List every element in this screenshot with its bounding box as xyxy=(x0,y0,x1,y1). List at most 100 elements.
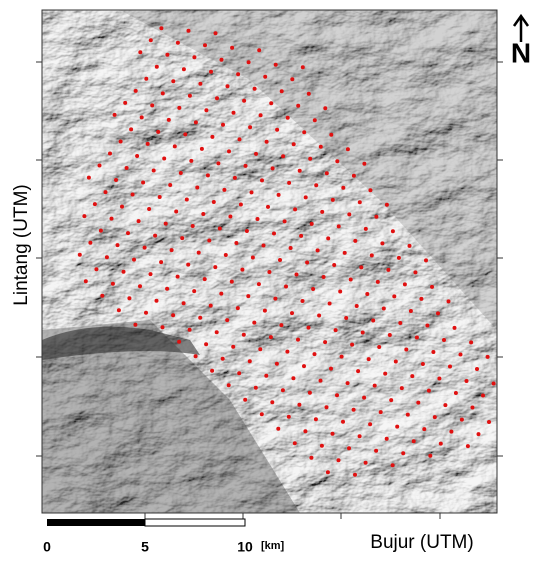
station-point xyxy=(347,446,351,450)
station-point xyxy=(158,195,162,199)
station-point xyxy=(391,229,395,233)
station-point xyxy=(310,222,314,226)
station-point xyxy=(410,374,414,378)
station-point xyxy=(424,258,428,262)
station-point xyxy=(94,267,98,271)
station-point xyxy=(361,331,365,335)
station-point xyxy=(100,294,104,298)
station-point xyxy=(487,420,491,424)
station-point xyxy=(437,377,441,381)
station-point xyxy=(216,161,220,165)
station-point xyxy=(383,372,387,376)
station-point xyxy=(313,118,317,122)
station-point xyxy=(227,383,231,387)
station-point xyxy=(337,458,341,462)
station-point xyxy=(123,101,127,105)
station-point xyxy=(272,232,276,236)
station-point xyxy=(203,277,207,281)
station-point xyxy=(278,258,282,262)
station-point xyxy=(355,304,359,308)
station-point xyxy=(221,357,225,361)
station-point xyxy=(243,398,247,402)
station-point xyxy=(153,234,157,238)
station-point xyxy=(173,144,177,148)
station-point xyxy=(398,321,402,325)
station-point xyxy=(251,256,255,260)
station-point xyxy=(291,376,295,380)
station-point xyxy=(273,297,277,301)
station-point xyxy=(176,275,180,279)
station-point xyxy=(433,415,437,419)
station-point xyxy=(459,353,463,357)
station-point xyxy=(307,92,311,96)
station-point xyxy=(162,157,166,161)
station-point xyxy=(477,432,481,436)
station-point xyxy=(290,77,294,81)
station-point xyxy=(105,255,109,259)
station-point xyxy=(238,137,242,141)
station-point xyxy=(409,309,413,313)
station-point xyxy=(302,364,306,368)
station-point xyxy=(313,352,317,356)
station-point xyxy=(329,133,333,137)
station-point xyxy=(308,391,312,395)
station-point xyxy=(350,343,354,347)
map-figure: Lintang (UTM) Bujur (UTM) 0 5 10 [km] N xyxy=(0,0,542,559)
station-point xyxy=(213,265,217,269)
station-point xyxy=(143,246,147,250)
station-point xyxy=(248,125,252,129)
station-point xyxy=(234,241,238,245)
scale-label: 0 xyxy=(43,539,51,555)
station-point xyxy=(165,53,169,57)
station-point xyxy=(290,311,294,315)
station-point xyxy=(204,342,208,346)
station-point xyxy=(224,253,228,257)
station-point xyxy=(256,217,260,221)
station-point xyxy=(138,284,142,288)
station-point xyxy=(119,140,123,144)
station-point xyxy=(283,219,287,223)
station-point xyxy=(320,210,324,214)
station-point xyxy=(326,470,330,474)
station-point xyxy=(131,193,135,197)
station-point xyxy=(397,256,401,260)
y-axis-label: Lintang (UTM) xyxy=(11,184,32,305)
station-point xyxy=(182,67,186,71)
station-point xyxy=(287,415,291,419)
station-point xyxy=(368,188,372,192)
station-point xyxy=(385,203,389,207)
station-point xyxy=(167,118,171,122)
station-point xyxy=(275,362,279,366)
station-point xyxy=(316,248,320,252)
station-point xyxy=(394,360,398,364)
station-point xyxy=(159,260,163,264)
station-point xyxy=(380,241,384,245)
station-point xyxy=(155,299,159,303)
station-point xyxy=(335,393,339,397)
station-point xyxy=(302,130,306,134)
station-point xyxy=(188,328,192,332)
station-point xyxy=(254,386,258,390)
station-point xyxy=(108,152,112,156)
station-point xyxy=(400,386,404,390)
station-point xyxy=(403,282,407,286)
station-point xyxy=(371,319,375,323)
station-point xyxy=(218,227,222,231)
station-point xyxy=(245,229,249,233)
station-point xyxy=(159,26,163,30)
station-point xyxy=(225,318,229,322)
station-point xyxy=(320,444,324,448)
station-point xyxy=(471,406,475,410)
station-point xyxy=(352,408,356,412)
station-point xyxy=(207,239,211,243)
station-point xyxy=(395,425,399,429)
station-point xyxy=(314,183,318,187)
station-point xyxy=(317,314,321,318)
station-point xyxy=(185,198,189,202)
station-point xyxy=(248,359,252,363)
station-point xyxy=(293,441,297,445)
station-point xyxy=(192,55,196,59)
station-point xyxy=(323,340,327,344)
station-point xyxy=(385,437,389,441)
station-point xyxy=(252,321,256,325)
